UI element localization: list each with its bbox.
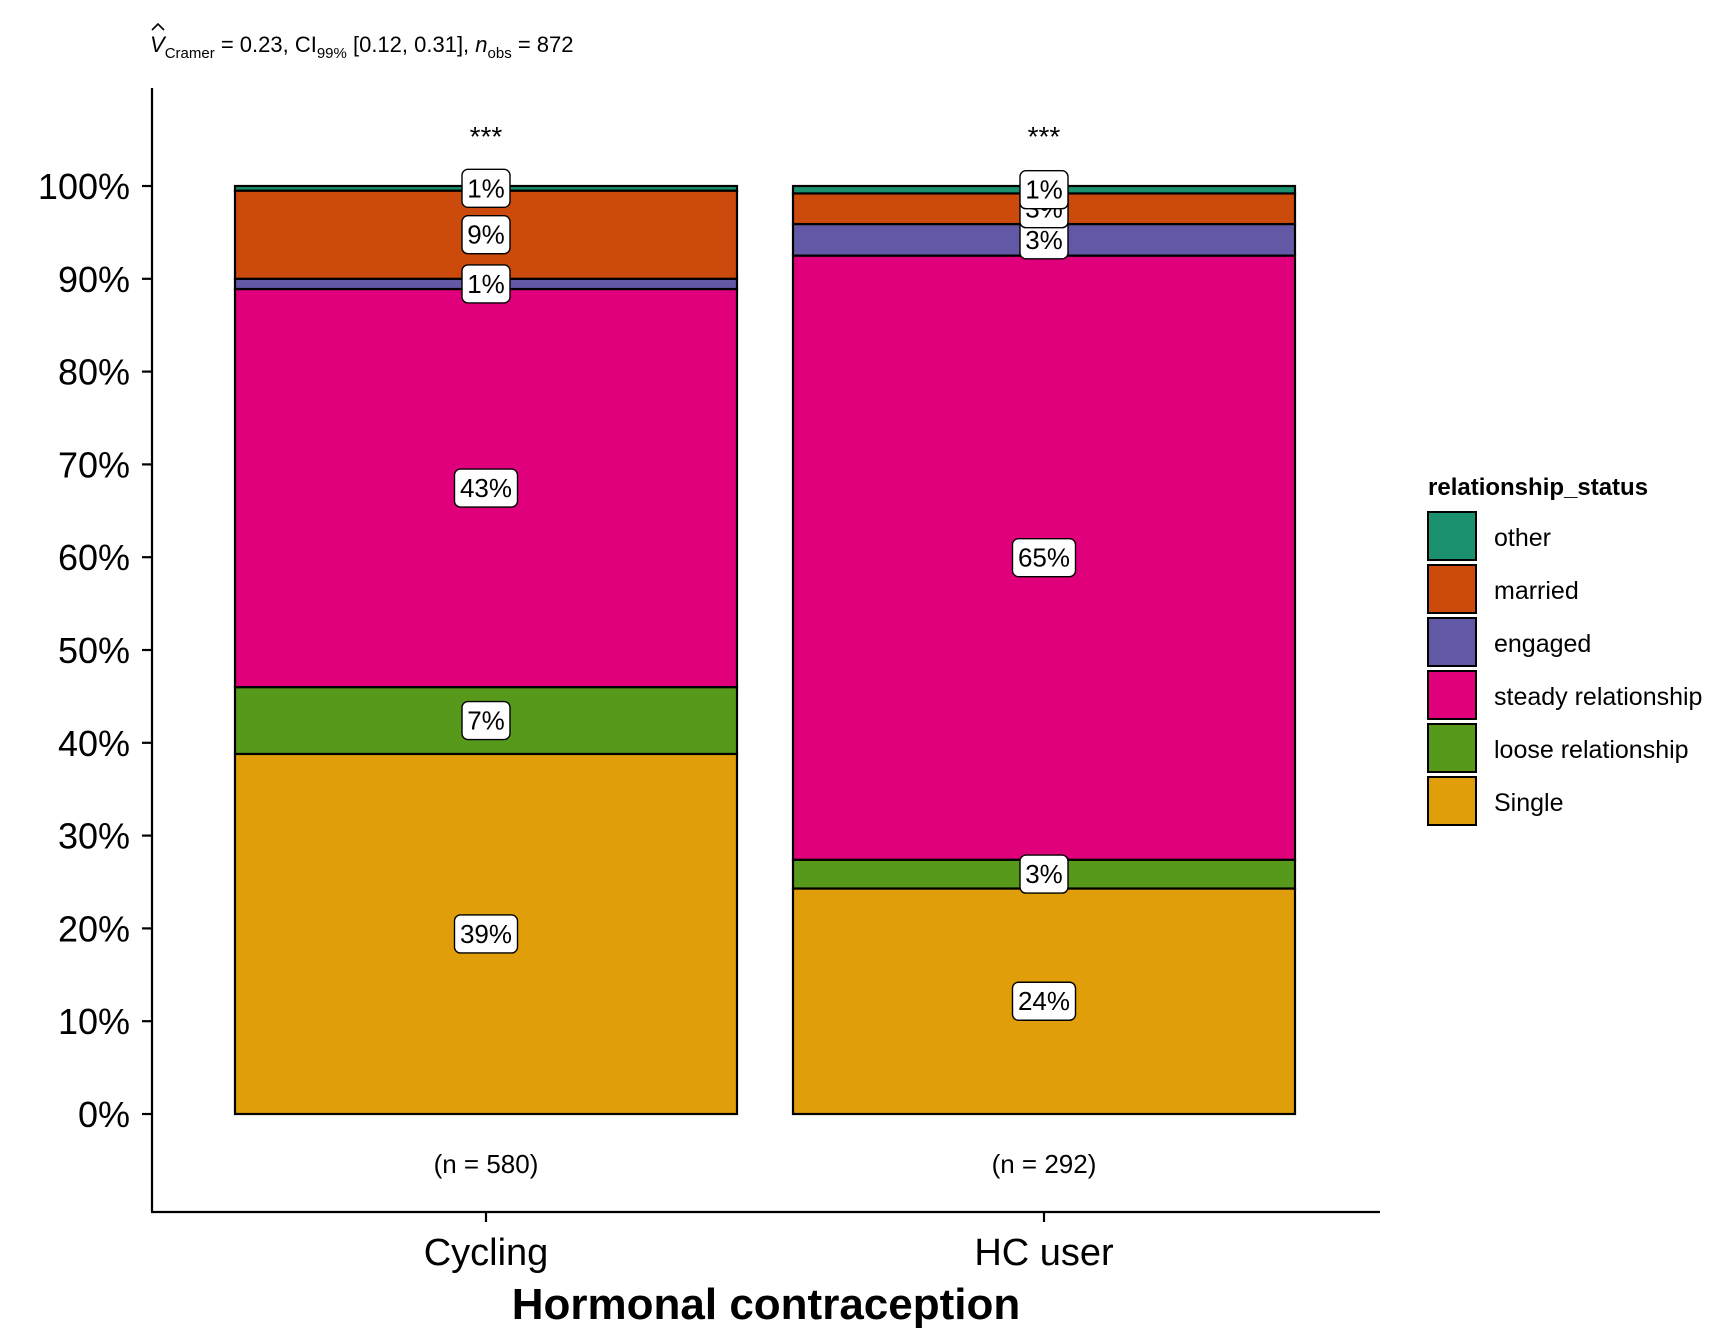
x-tick-label-cycling: Cycling <box>424 1232 549 1274</box>
subtitle-ci-subscript: 99% <box>317 45 347 62</box>
segment-label-cycling-other: 1% <box>467 173 505 203</box>
subtitle-n-symbol: n <box>475 32 487 57</box>
y-tick-label-40: 40% <box>58 723 130 764</box>
chart-subtitle: VCramer = 0.23, CI99% [0.12, 0.31], nobs… <box>150 32 574 62</box>
y-tick-label-50: 50% <box>58 630 130 671</box>
labels-layer: 39%7%43%1%9%1%24%3%65%3%3%1%******(n = 5… <box>434 121 1097 1179</box>
subtitle-ci-label: CI <box>295 32 317 57</box>
y-tick-label-100: 100% <box>38 166 130 207</box>
segment-label-hc-user-other: 1% <box>1025 175 1063 205</box>
x-tick-label-hc-user: HC user <box>974 1232 1114 1274</box>
legend-label-loose-relationship: loose relationship <box>1494 736 1689 764</box>
significance-label-cycling: *** <box>470 121 503 152</box>
count-label-cycling: (n = 580) <box>434 1149 539 1179</box>
axes-layer: 0% 10% 20% 30% 40% 50% 60% 70% 80% 90% 100% Cycling… <box>38 88 1380 1274</box>
segment-label-hc-user-loose-relationship: 3% <box>1025 859 1063 889</box>
segment-label-hc-user-single: 24% <box>1018 986 1070 1016</box>
segment-label-cycling-loose-relationship: 7% <box>467 706 505 736</box>
legend-swatch-single <box>1427 776 1477 826</box>
y-tick-label-0: 0% <box>78 1094 130 1135</box>
subtitle-n-subscript: obs <box>488 45 512 62</box>
count-label-hc-user: (n = 292) <box>992 1149 1097 1179</box>
y-tick-label-10: 10% <box>58 1001 130 1042</box>
segment-label-box-cycling-single <box>453 914 519 954</box>
subtitle-ci-value: [0.12, 0.31], <box>347 32 475 57</box>
segment-label-box-hc-user-steady-relationship <box>1011 537 1077 578</box>
y-tick-label-60: 60% <box>58 537 130 578</box>
segment-label-cycling-single: 39% <box>460 919 512 949</box>
subtitle-v-value: = 0.23, <box>215 32 295 57</box>
legend-swatch-engaged <box>1427 617 1477 667</box>
legend-label-married: married <box>1494 577 1579 605</box>
segment-label-box-hc-user-loose-relationship <box>1019 854 1069 894</box>
segment-label-cycling-married: 9% <box>467 220 505 250</box>
bar-segment-cycling-loose-relationship <box>233 686 739 756</box>
segment-label-hc-user-engaged: 3% <box>1025 225 1063 255</box>
subtitle-v-symbol: V <box>150 32 167 57</box>
y-tick-label-20: 20% <box>58 908 130 949</box>
y-tick-label-80: 80% <box>58 352 130 393</box>
legend-swatch-other <box>1427 511 1477 561</box>
subtitle-n-value: = 872 <box>512 32 574 57</box>
segment-label-box-hc-user-single <box>1011 981 1077 1021</box>
legend-label-single: Single <box>1494 789 1564 817</box>
segment-label-box-cycling-loose-relationship <box>461 700 511 741</box>
legend-swatch-married <box>1427 564 1477 614</box>
legend-label-engaged: engaged <box>1494 630 1591 658</box>
segment-label-box-cycling-other <box>461 168 511 209</box>
legend-title: relationship_status <box>1428 474 1648 501</box>
segment-label-box-cycling-engaged <box>461 264 511 304</box>
legend-swatch-steady-relationship <box>1427 670 1477 720</box>
segment-label-box-cycling-married <box>461 215 511 255</box>
segment-label-cycling-engaged: 1% <box>467 269 505 299</box>
significance-label-hc-user: *** <box>1028 121 1061 152</box>
segment-label-box-hc-user-other <box>1019 170 1069 210</box>
legend-swatch-loose-relationship <box>1427 723 1477 773</box>
y-tick-label-70: 70% <box>58 444 130 485</box>
y-tick-label-90: 90% <box>58 259 130 300</box>
y-tick-label-30: 30% <box>58 816 130 857</box>
legend-label-other: other <box>1494 524 1551 552</box>
segment-label-box-cycling-steady-relationship <box>453 468 519 508</box>
v-hat-mark <box>151 22 165 31</box>
bars-layer <box>233 184 1297 1116</box>
x-axis-title: Hormonal contraception <box>512 1280 1021 1329</box>
segment-label-cycling-steady-relationship: 43% <box>460 473 512 503</box>
segment-label-hc-user-steady-relationship: 65% <box>1018 543 1070 573</box>
subtitle-v-subscript: Cramer <box>165 45 215 62</box>
legend-label-steady-relationship: steady relationship <box>1494 683 1702 711</box>
